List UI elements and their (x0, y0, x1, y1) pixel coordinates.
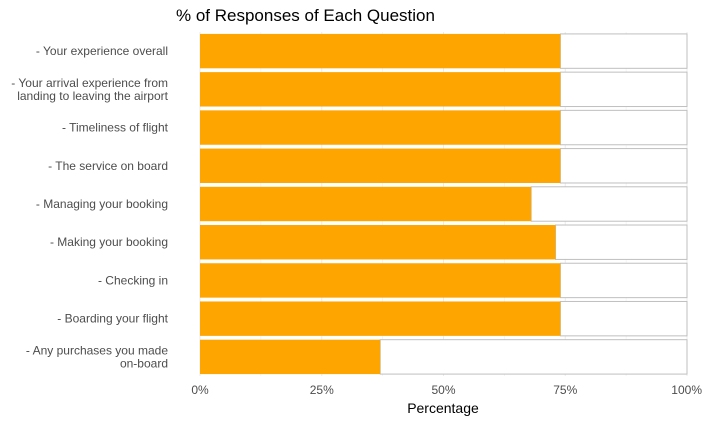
bar (200, 301, 561, 336)
category-label: - Any purchases you made on-board (26, 343, 168, 370)
bar (200, 110, 561, 145)
category-label: - Your arrival experience from landing to… (11, 76, 168, 103)
category-label: - The service on board (48, 159, 168, 173)
category-label: - Boarding your flight (57, 312, 168, 326)
x-tick-label: 100% (671, 383, 702, 397)
bars (200, 33, 688, 375)
bar-remainder (379, 339, 688, 375)
bar-remainder (530, 186, 688, 222)
bar (200, 263, 561, 298)
bar-remainder (555, 224, 688, 260)
bar (200, 72, 561, 107)
category-labels: - Your experience overall - Your arrival … (11, 44, 168, 370)
chart-title: % of Responses of Each Question (176, 6, 435, 25)
bar (200, 186, 532, 222)
bar-remainder (559, 33, 688, 69)
x-tick-labels: 0% 25% 50% 75% 100% (191, 383, 702, 397)
x-tick-label: 0% (191, 383, 209, 397)
bar (200, 33, 561, 69)
x-tick-label: 50% (431, 383, 455, 397)
x-tick-label: 75% (553, 383, 577, 397)
bar-remainder (559, 300, 688, 337)
bar (200, 339, 381, 375)
bar-remainder (559, 109, 688, 146)
bar (200, 148, 561, 183)
bar (200, 225, 556, 260)
category-label: - Your experience overall (36, 44, 168, 58)
category-label: - Making your booking (50, 235, 168, 249)
category-label: - Managing your booking (36, 197, 168, 211)
bar-remainder (559, 262, 688, 299)
x-tick-label: 25% (310, 383, 334, 397)
category-label: - Checking in (98, 273, 168, 287)
category-label: - Timeliness of flight (62, 121, 169, 135)
bar-remainder (559, 71, 688, 108)
x-axis-title: Percentage (407, 400, 479, 416)
bar-remainder (559, 148, 688, 184)
